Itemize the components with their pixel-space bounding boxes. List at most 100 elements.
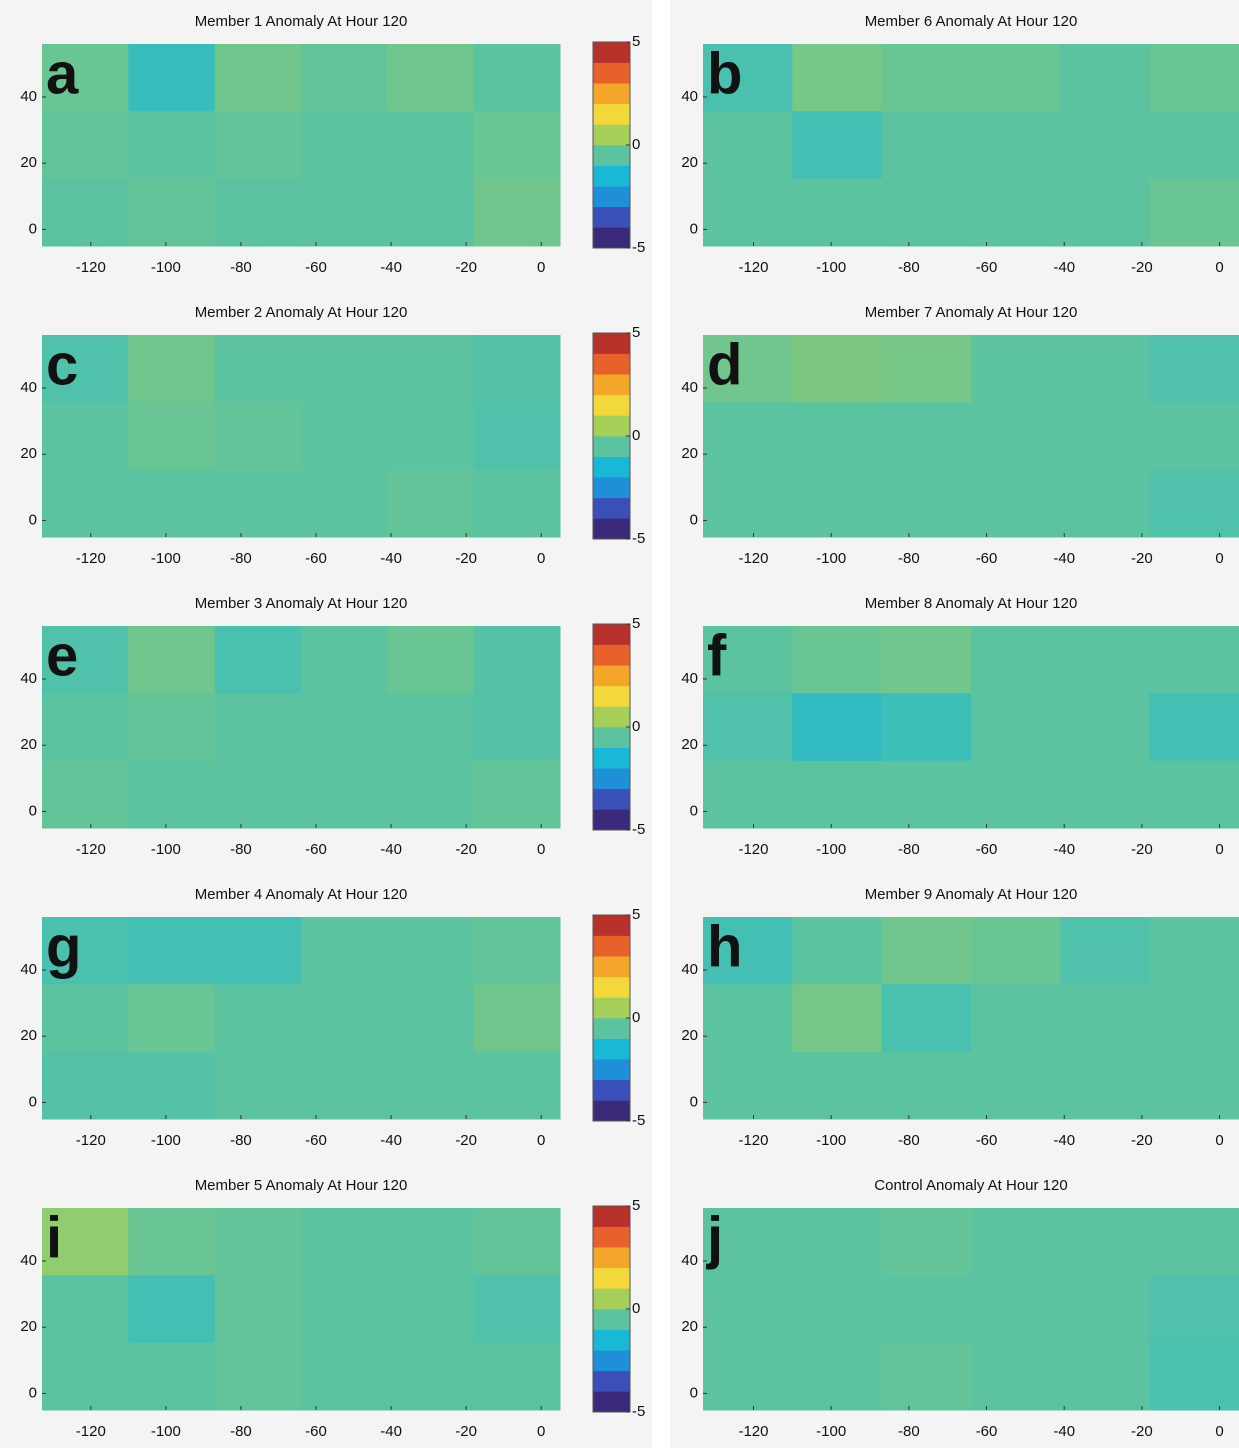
heatmap-cell bbox=[214, 1342, 302, 1411]
heatmap-cell bbox=[792, 335, 883, 403]
heatmap-cell bbox=[128, 760, 216, 829]
x-tick-label: -80 bbox=[230, 259, 252, 276]
heatmap-cell bbox=[42, 402, 129, 471]
x-tick-label: -120 bbox=[738, 841, 768, 858]
y-tick-label: 40 bbox=[681, 961, 698, 978]
y-tick-label: 20 bbox=[20, 154, 37, 171]
colorbar-band bbox=[593, 1038, 630, 1060]
heatmap-cell bbox=[473, 1051, 561, 1120]
heatmap-cell bbox=[881, 178, 972, 247]
panel-title: Control Anomaly At Hour 120 bbox=[874, 1177, 1067, 1194]
colorbar-band bbox=[593, 165, 630, 187]
x-tick-label: -20 bbox=[1131, 1132, 1153, 1149]
x-tick-label: -20 bbox=[455, 841, 477, 858]
colorbar-band bbox=[593, 1100, 630, 1122]
colorbar-band bbox=[593, 1059, 630, 1081]
x-tick-label: -60 bbox=[976, 1423, 998, 1440]
x-tick-label: -100 bbox=[151, 841, 181, 858]
heatmap-cell bbox=[971, 984, 1061, 1053]
x-tick-label: -40 bbox=[1053, 259, 1075, 276]
heatmap-cell bbox=[128, 1051, 216, 1120]
heatmap-cell bbox=[792, 1342, 883, 1411]
heatmap-cell bbox=[881, 1275, 972, 1344]
heatmap-cell bbox=[128, 44, 216, 112]
heatmap-cell bbox=[881, 44, 972, 112]
colorbar-band bbox=[593, 145, 630, 166]
heatmap-cell bbox=[473, 917, 561, 985]
y-tick-label: 40 bbox=[681, 1252, 698, 1269]
x-tick-label: -120 bbox=[76, 841, 106, 858]
heatmap-cell bbox=[971, 626, 1061, 694]
x-tick-label: 0 bbox=[537, 841, 545, 858]
heatmap-cell bbox=[881, 402, 972, 471]
heatmap-cell bbox=[387, 1051, 475, 1120]
colorbar-tick-label: -5 bbox=[632, 239, 645, 256]
heatmap-cell bbox=[971, 44, 1061, 112]
heatmap-cell bbox=[1149, 1051, 1239, 1120]
x-tick-label: -100 bbox=[151, 259, 181, 276]
heatmap-cell bbox=[881, 1051, 972, 1120]
heatmap-cell bbox=[1060, 335, 1151, 403]
panel-title: Member 9 Anomaly At Hour 120 bbox=[865, 886, 1078, 903]
heatmap-cell bbox=[387, 44, 475, 112]
y-tick-label: 0 bbox=[690, 802, 698, 819]
heatmap-cell bbox=[473, 1275, 561, 1344]
x-tick-label: -40 bbox=[380, 259, 402, 276]
heatmap-cell bbox=[387, 760, 475, 829]
x-tick-label: -120 bbox=[738, 259, 768, 276]
heatmap-cell bbox=[1060, 1342, 1151, 1411]
colorbar-band bbox=[593, 227, 630, 249]
heatmap-cell bbox=[42, 693, 129, 762]
heatmap-cell bbox=[1060, 44, 1151, 112]
colorbar-band bbox=[593, 1206, 630, 1227]
colorbar-band bbox=[593, 644, 630, 666]
panel-title: Member 7 Anomaly At Hour 120 bbox=[865, 304, 1078, 321]
colorbar-band bbox=[593, 685, 630, 707]
heatmap-cell bbox=[387, 693, 475, 762]
heatmap-cell bbox=[301, 111, 388, 180]
heatmap-cell bbox=[792, 984, 883, 1053]
y-tick-label: 20 bbox=[681, 736, 698, 753]
heatmap-cell bbox=[971, 178, 1061, 247]
x-tick-label: -60 bbox=[305, 259, 327, 276]
heatmap-cell bbox=[42, 984, 129, 1053]
heatmap-cell bbox=[792, 44, 883, 112]
heatmap-cell bbox=[387, 1208, 475, 1276]
heatmap-cell bbox=[42, 44, 129, 112]
panel-letter: d bbox=[707, 332, 742, 397]
x-tick-label: -80 bbox=[898, 1132, 920, 1149]
heatmap-cell bbox=[971, 111, 1061, 180]
colorbar-band bbox=[593, 124, 630, 146]
x-tick-label: -60 bbox=[305, 550, 327, 567]
colorbar-tick-label: -5 bbox=[632, 1112, 645, 1129]
heatmap-cell bbox=[128, 917, 216, 985]
heatmap-cell bbox=[1060, 693, 1151, 762]
x-tick-label: -20 bbox=[1131, 550, 1153, 567]
heatmap-cell bbox=[792, 402, 883, 471]
y-tick-label: 0 bbox=[690, 511, 698, 528]
heatmap-cell bbox=[1060, 760, 1151, 829]
colorbar-tick-label: 5 bbox=[632, 324, 640, 341]
heatmap-cell bbox=[473, 626, 561, 694]
heatmap-cell bbox=[1060, 1208, 1151, 1276]
x-tick-label: -60 bbox=[305, 841, 327, 858]
heatmap-cell bbox=[703, 917, 793, 985]
heatmap-cell bbox=[387, 917, 475, 985]
heatmap-cell bbox=[301, 1275, 388, 1344]
heatmap-cell bbox=[792, 693, 883, 762]
heatmap-cell bbox=[301, 178, 388, 247]
y-tick-label: 20 bbox=[20, 1318, 37, 1335]
heatmap-cell bbox=[971, 469, 1061, 538]
heatmap-cell bbox=[881, 760, 972, 829]
heatmap-cell bbox=[301, 917, 388, 985]
heatmap-cell bbox=[128, 1208, 216, 1276]
heatmap-cell bbox=[473, 984, 561, 1053]
heatmap-cell bbox=[214, 111, 302, 180]
x-tick-label: -80 bbox=[898, 259, 920, 276]
heatmap-cell bbox=[128, 984, 216, 1053]
heatmap-cell bbox=[42, 626, 129, 694]
colorbar-band bbox=[593, 1350, 630, 1372]
colorbar-band bbox=[593, 394, 630, 416]
heatmap-cell bbox=[703, 402, 793, 471]
panel-title: Member 8 Anomaly At Hour 120 bbox=[865, 595, 1078, 612]
